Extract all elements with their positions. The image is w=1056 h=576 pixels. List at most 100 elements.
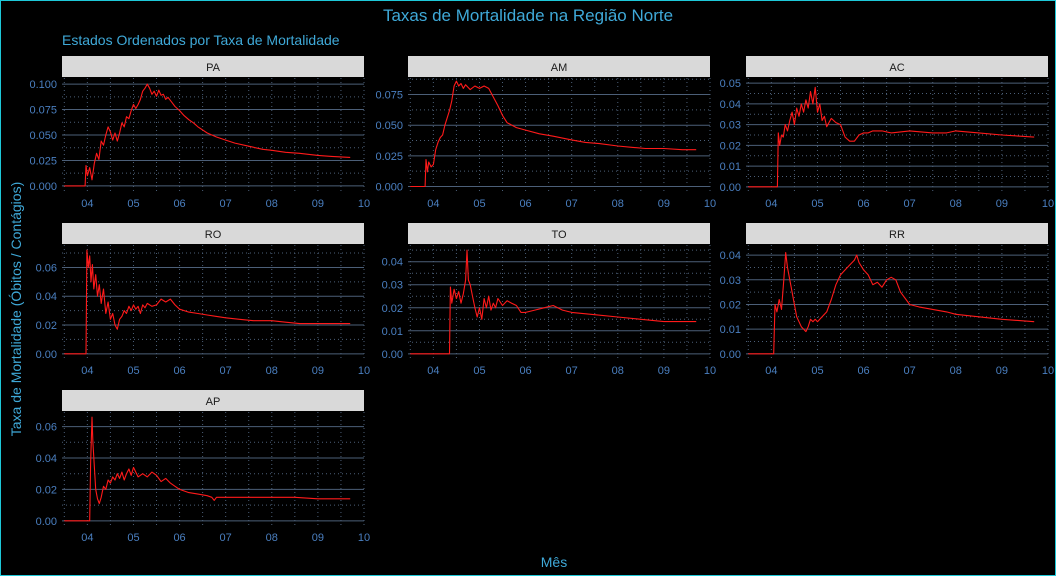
chart-subtitle: Estados Ordenados por Taxa de Mortalidad… <box>62 32 340 48</box>
x-tick-label: 10 <box>358 198 370 210</box>
y-tick-label: 0.01 <box>382 326 403 338</box>
x-tick-label: 10 <box>704 365 716 377</box>
facet-strip <box>62 390 364 411</box>
x-tick-label: 10 <box>1042 198 1054 210</box>
panel-rr: RR 0.00 0.01 0.02 0.03 0.04 04 05 06 07 08 09 10 <box>720 223 1054 377</box>
y-tick-label: 0.05 <box>720 78 741 90</box>
y-tick-label: 0.04 <box>36 291 57 303</box>
x-tick-label: 06 <box>857 198 869 210</box>
x-tick-label: 10 <box>358 532 370 544</box>
y-tick-label: 0.06 <box>36 422 57 434</box>
x-tick-label: 04 <box>765 365 777 377</box>
panel-pa: PA 0.000 0.025 0.050 0.075 0.100 04 05 06 07 08 09 1… <box>29 56 370 210</box>
y-tick-label: 0.02 <box>720 299 741 311</box>
facet-strip <box>62 223 364 244</box>
y-tick-label: 0.075 <box>29 105 57 117</box>
facet-strip-label: RR <box>889 229 905 241</box>
series-line-ap <box>64 416 351 522</box>
x-tick-label: 07 <box>904 365 916 377</box>
x-tick-label: 05 <box>473 198 485 210</box>
facet-strip <box>746 56 1048 77</box>
panel-ac: AC 0.00 0.01 0.02 0.03 0.04 0.05 04 05 06 07 08 09 10 <box>720 56 1054 210</box>
y-tick-label: 0.050 <box>29 130 57 142</box>
x-tick-label: 04 <box>81 198 93 210</box>
x-tick-label: 04 <box>765 198 777 210</box>
y-tick-label: 0.02 <box>720 140 741 152</box>
y-tick-label: 0.075 <box>375 90 403 102</box>
x-tick-label: 08 <box>266 365 278 377</box>
chart-title: Taxas de Mortalidade na Região Norte <box>382 6 674 25</box>
x-tick-label: 07 <box>904 198 916 210</box>
facet-strip-label: AP <box>206 396 221 408</box>
y-tick-label: 0.04 <box>720 250 741 262</box>
x-tick-label: 07 <box>220 532 232 544</box>
x-tick-label: 10 <box>704 198 716 210</box>
x-tick-label: 05 <box>473 365 485 377</box>
x-tick-label: 09 <box>312 198 324 210</box>
facet-strip <box>62 56 364 77</box>
x-tick-label: 08 <box>266 198 278 210</box>
x-tick-label: 07 <box>220 365 232 377</box>
x-tick-label: 05 <box>811 198 823 210</box>
y-tick-label: 0.00 <box>720 182 741 194</box>
x-tick-label: 09 <box>658 365 670 377</box>
y-tick-label: 0.050 <box>375 120 403 132</box>
x-tick-label: 06 <box>519 365 531 377</box>
y-tick-label: 0.04 <box>36 453 57 465</box>
x-tick-label: 04 <box>81 532 93 544</box>
panel-to: TO 0.00 0.01 0.02 0.03 0.04 04 05 06 07 08 09 10 <box>382 223 716 377</box>
y-tick-label: 0.025 <box>29 155 57 167</box>
y-tick-label: 0.02 <box>36 320 57 332</box>
x-tick-label: 08 <box>612 365 624 377</box>
series-line-pa <box>64 83 351 187</box>
y-tick-label: 0.02 <box>36 484 57 496</box>
facet-strip-label: PA <box>206 62 221 74</box>
x-tick-label: 06 <box>173 532 185 544</box>
x-tick-label: 04 <box>81 365 93 377</box>
x-tick-label: 05 <box>127 365 139 377</box>
x-tick-label: 06 <box>173 198 185 210</box>
x-tick-label: 04 <box>427 365 439 377</box>
x-axis-label: Mês <box>540 554 568 570</box>
y-tick-label: 0.02 <box>382 303 403 315</box>
y-tick-label: 0.06 <box>36 262 57 274</box>
y-tick-label: 0.00 <box>36 349 57 361</box>
x-tick-label: 08 <box>266 532 278 544</box>
x-tick-label: 07 <box>220 198 232 210</box>
x-tick-label: 08 <box>612 198 624 210</box>
y-tick-label: 0.00 <box>382 349 403 361</box>
x-tick-label: 06 <box>173 365 185 377</box>
y-tick-label: 0.04 <box>382 257 403 269</box>
series-line-to <box>410 249 697 355</box>
x-tick-label: 10 <box>358 365 370 377</box>
y-tick-label: 0.01 <box>720 161 741 173</box>
x-tick-label: 05 <box>127 198 139 210</box>
facet-strip-label: TO <box>551 229 567 241</box>
x-tick-label: 07 <box>566 365 578 377</box>
y-tick-label: 0.01 <box>720 324 741 336</box>
x-tick-label: 10 <box>1042 365 1054 377</box>
facet-strip-label: AM <box>551 62 568 74</box>
series-line-rr <box>748 252 1035 355</box>
x-tick-label: 04 <box>427 198 439 210</box>
facet-strip <box>408 56 710 77</box>
y-tick-label: 0.03 <box>720 120 741 132</box>
y-tick-label: 0.025 <box>375 151 403 163</box>
x-tick-label: 09 <box>312 365 324 377</box>
x-tick-label: 08 <box>950 365 962 377</box>
x-tick-label: 05 <box>127 532 139 544</box>
y-tick-label: 0.00 <box>36 516 57 528</box>
series-line-ac <box>748 86 1035 188</box>
panel-ro: RO 0.00 0.02 0.04 0.06 04 05 06 07 08 09 10 <box>36 223 370 377</box>
y-tick-label: 0.03 <box>382 280 403 292</box>
x-tick-label: 06 <box>519 198 531 210</box>
x-tick-label: 09 <box>996 365 1008 377</box>
y-tick-label: 0.00 <box>720 349 741 361</box>
facet-strip-label: RO <box>205 229 222 241</box>
x-tick-label: 09 <box>312 532 324 544</box>
x-tick-label: 05 <box>811 365 823 377</box>
panel-am: AM 0.000 0.025 0.050 0.075 04 05 06 07 08 09 10 <box>375 56 716 210</box>
y-tick-label: 0.100 <box>29 79 57 91</box>
facet-strip <box>408 223 710 244</box>
